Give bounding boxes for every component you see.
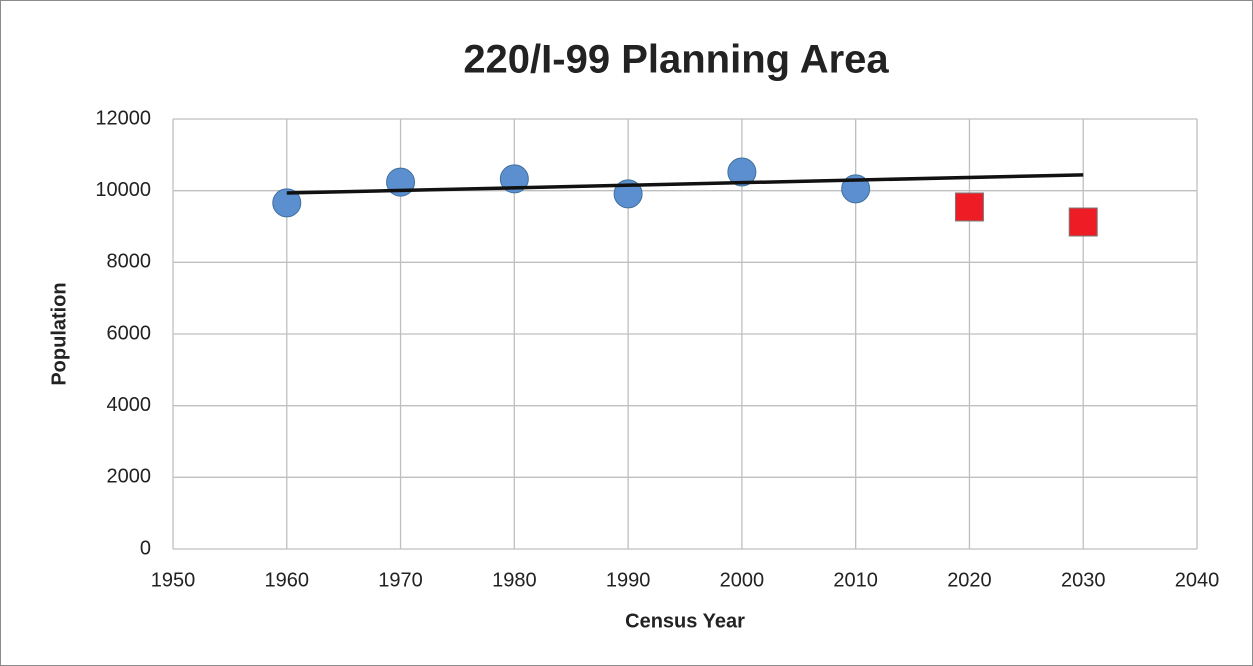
chart-title: 220/I-99 Planning Area (463, 38, 889, 82)
x-tick-label: 1990 (606, 569, 651, 591)
x-tick-label: 2010 (833, 569, 878, 591)
x-tick-label: 2040 (1175, 569, 1220, 591)
point (727, 157, 757, 187)
x-tick-label: 2020 (947, 569, 992, 591)
x-tick-label: 1970 (378, 569, 423, 591)
y-tick-label: 8000 (107, 251, 152, 273)
x-tick-label: 1960 (265, 569, 310, 591)
trend-line (286, 173, 1084, 195)
point (272, 188, 302, 218)
y-tick-label: 0 (140, 537, 151, 559)
x-tick-label: 2000 (720, 569, 765, 591)
y-tick-label: 10000 (95, 179, 151, 201)
x-tick-label: 1950 (151, 569, 196, 591)
point (954, 192, 984, 222)
y-tick-label: 2000 (107, 466, 152, 488)
y-tick-label: 12000 (95, 107, 151, 129)
point (499, 164, 529, 194)
y-axis-title: Population (48, 282, 70, 385)
y-tick-label: 6000 (107, 322, 152, 344)
x-tick-label: 2030 (1061, 569, 1106, 591)
x-tick-label: 1980 (492, 569, 537, 591)
x-axis-title: Census Year (625, 610, 745, 632)
y-tick-label: 4000 (107, 394, 152, 416)
point (1068, 207, 1098, 237)
